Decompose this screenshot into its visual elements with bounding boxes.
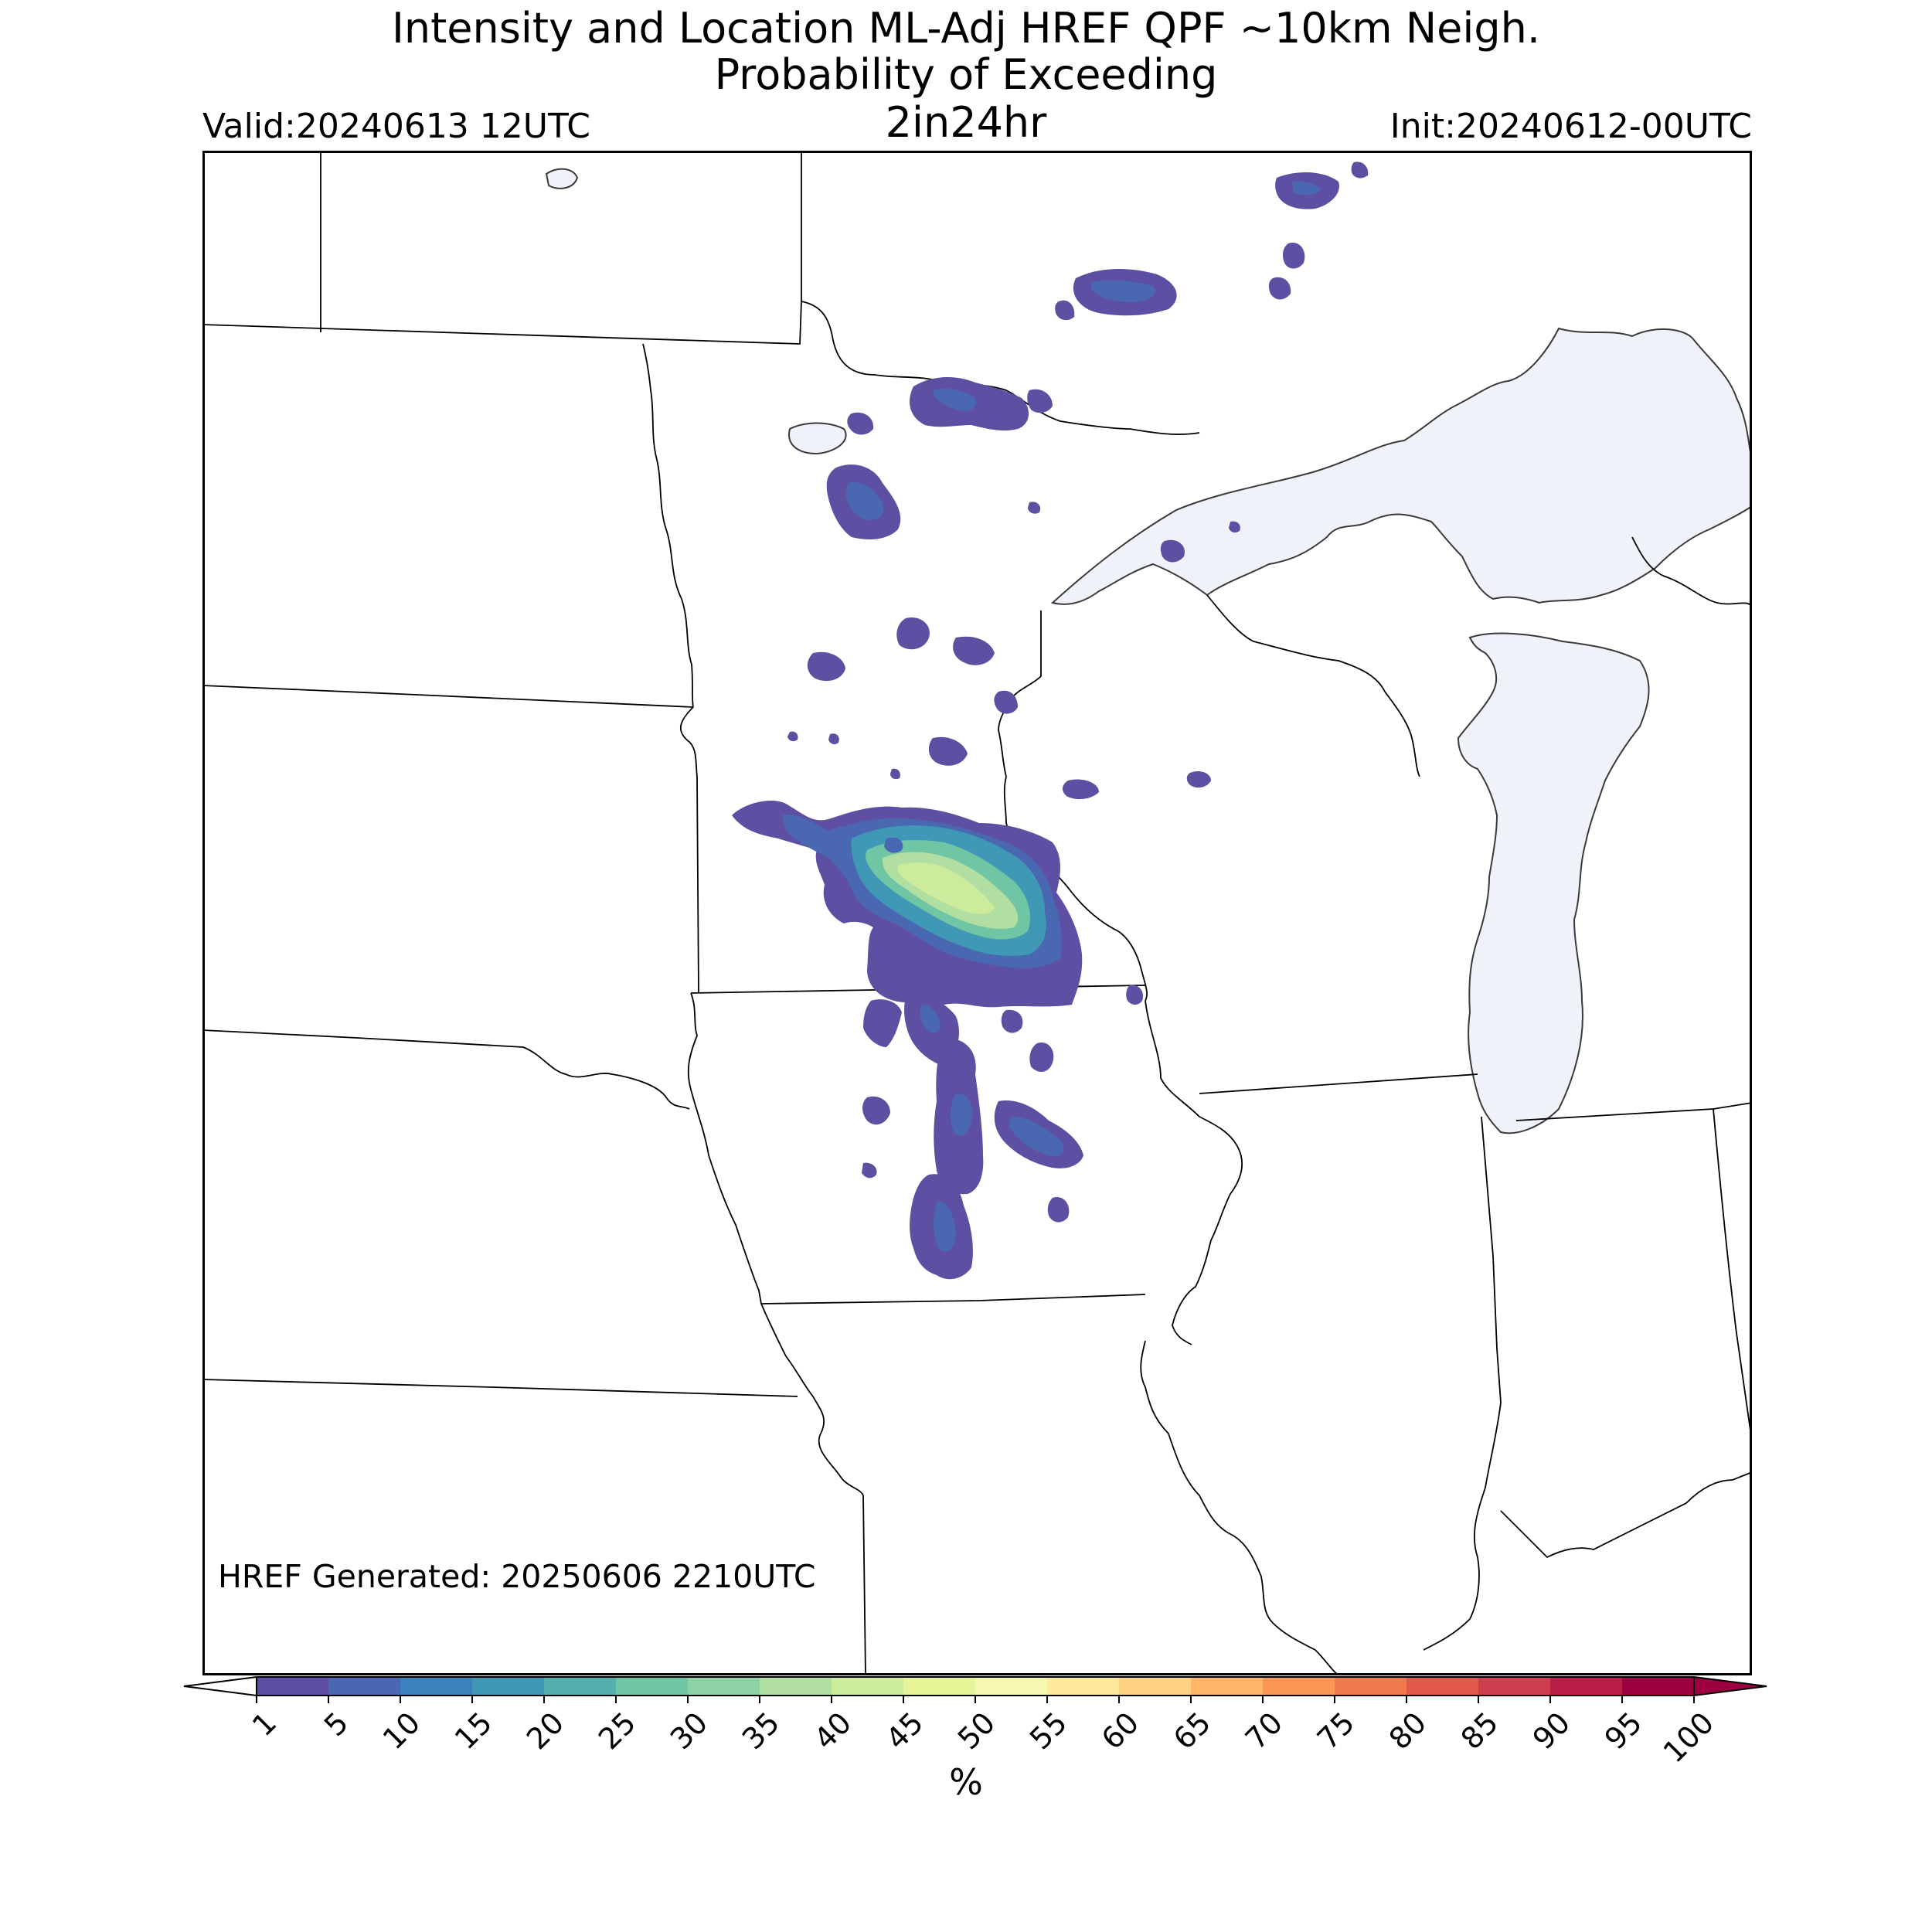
colorbar-bin [1263,1677,1335,1696]
border-ia-il [1145,1000,1243,1345]
valid-time: Valid:20240613 12UTC [202,107,591,146]
colorbar-bin [616,1677,689,1696]
colorbar-bin [328,1677,401,1696]
colorbar-tick-label: 10 [376,1706,427,1756]
colorbar-tick-label: 45 [879,1706,930,1756]
colorbar-unit-label: % [949,1761,983,1803]
colorbar-bin [257,1677,329,1696]
colorbar-tick-label: 50 [951,1706,1002,1756]
prob-5-scatter [845,181,1321,1252]
colorbar-tick-label: 55 [1023,1706,1073,1756]
colorbar-bin [1478,1677,1551,1696]
colorbar-bin [832,1677,904,1696]
colorbar-tick-label: 15 [448,1706,498,1756]
map-panel [202,151,1752,1675]
lake-winnipeg-south [545,168,579,189]
colorbar-bin [1550,1677,1623,1696]
colorbar-bin [1622,1677,1695,1696]
colorbar-bin [1119,1677,1192,1696]
colorbar-bin [688,1677,760,1696]
colorbar-tick-label: 90 [1526,1706,1577,1756]
threshold-label: 2in24hr [885,98,1047,147]
colorbar-tick-label: 65 [1167,1706,1217,1756]
border-il-in [1423,1116,1502,1651]
colorbar-tick-label: 20 [520,1706,570,1756]
border-ne-ks [202,1379,798,1397]
border-sd-ne [202,1029,690,1110]
colorbar-tick-label: 60 [1095,1706,1145,1756]
lake-superior [1050,327,1752,605]
colorbar-bin [903,1677,976,1696]
colorbar-bin [400,1677,473,1696]
border-canada-us [202,300,1200,435]
colorbar-extend-high [1693,1675,1767,1697]
border-ne-mo [760,1303,864,1496]
colorbar-tick-label: 75 [1311,1706,1361,1756]
colorbar-tick-label: 5 [318,1706,355,1743]
border-in-ky [1500,1471,1752,1559]
border-ia-west [687,992,762,1304]
colorbar-bin [1406,1677,1479,1696]
colorbar-bin [760,1677,832,1696]
border-in-oh [1713,1108,1752,1442]
colorbar-tick-label: 100 [1657,1706,1720,1762]
init-time: Init:20240612-00UTC [1389,107,1752,146]
colorbar-tick-label: 35 [736,1706,786,1756]
colorbar-bin [1335,1677,1407,1696]
colorbar-tick-label: 25 [592,1706,642,1756]
map-subtitle: Probability of Exceeding [714,50,1218,99]
map-title: Intensity and Location ML-Adj HREF QPF ~… [391,4,1541,53]
border-ks-mo [862,1495,866,1675]
colorbar-extend-low [183,1675,257,1697]
colorbar-bin [1047,1677,1120,1696]
colorbar-tick-label: 1 [246,1706,283,1743]
border-mi-on-east [1631,536,1752,607]
lakes [545,168,1752,1134]
colorbar-bin [544,1677,617,1696]
border-mo-il [1140,1340,1339,1675]
border-nd-mn [642,343,694,708]
colorbar-tick-label: 70 [1239,1706,1289,1756]
border-nd-sd [202,685,694,708]
border-ia-mo [760,1294,1146,1304]
colorbar-tick-label: 40 [808,1706,858,1756]
colorbar-tick-label: 30 [664,1706,714,1756]
map-frame [202,151,1752,1675]
lake-upper-red [788,422,847,455]
colorbar-tick-label: 95 [1598,1706,1648,1756]
colorbar-bin [975,1677,1048,1696]
border-mn-sd-ia [680,706,699,994]
prob-45-blob-main [897,862,995,914]
border-wi-il [1199,1073,1478,1094]
colorbar-bin [1191,1677,1264,1696]
colorbar-tick-label: 85 [1454,1706,1505,1756]
colorbar-tick-label: 80 [1383,1706,1433,1756]
prob-1-scatter [787,162,1369,1280]
colorbar: 1 5 10 15 20 25 30 35 40 45 50 55 60 65 70 75 80 85 90 95 10… [183,1675,1767,1762]
colorbar-bin [472,1677,545,1696]
border-wi-mi [1206,594,1420,777]
precip-probability-field [732,162,1369,1280]
lake-michigan [1457,632,1650,1134]
generated-timestamp: HREF Generated: 20250606 2210UTC [218,1558,816,1595]
